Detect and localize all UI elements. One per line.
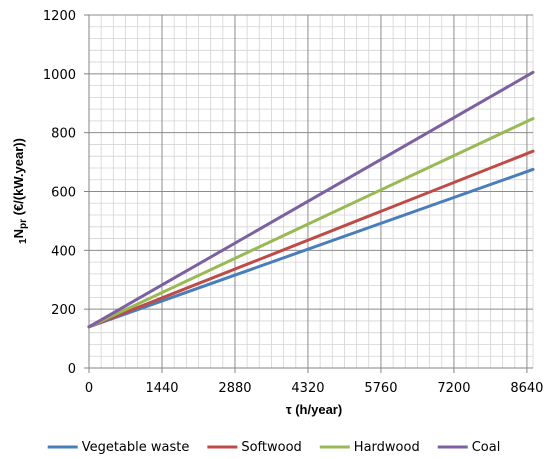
legend-label: Coal [472,440,501,455]
y-tick-labels: 0 200 400 600 800 1000 1200 [43,9,76,377]
x-tick-label: 5760 [364,381,397,396]
y-axis-title: 1Npr (€/(kW.year)) [11,138,29,244]
series-lines [87,70,535,329]
y-axis-title-sub: pr [18,219,29,229]
legend-label: Softwood [241,440,301,455]
y-axis-title-rest: (€/(kW.year)) [11,138,26,219]
x-tick-label: 7200 [437,381,470,396]
legend: Vegetable waste Softwood Hardwood Coal [47,440,501,455]
x-tick-labels: 0 1440 2880 4320 5760 7200 8640 [85,381,544,396]
axes [84,14,533,373]
x-tick-label: 8640 [510,381,543,396]
legend-item-hardwood: Hardwood [319,440,420,455]
x-tick-label: 1440 [145,381,178,396]
y-tick-label: 400 [51,244,76,259]
major-gridlines [89,14,533,368]
y-tick-label: 200 [51,303,76,318]
series-line-hardwood [87,117,535,329]
y-tick-label: 800 [51,127,76,142]
x-tick-label: 4320 [291,381,324,396]
series-line-coal [87,70,535,329]
legend-label: Vegetable waste [82,440,190,455]
y-tick-label: 600 [51,186,76,201]
x-axis-title: τ (h/year) [286,402,342,417]
y-axis-title-prefix: 1 [18,238,29,244]
legend-item-coal: Coal [437,440,501,455]
y-tick-label: 0 [68,362,76,377]
x-tick-label: 0 [85,381,93,396]
legend-item-softwood: Softwood [207,440,302,455]
series-line-vegetable-waste [87,167,535,329]
legend-item-vegetable-waste: Vegetable waste [47,440,190,455]
x-tick-label: 2880 [218,381,251,396]
y-axis-title-main: N [11,229,26,238]
y-tick-label: 1000 [43,68,76,83]
y-tick-label: 1200 [43,9,76,24]
series-line-softwood [87,149,535,329]
legend-label: Hardwood [354,440,420,455]
